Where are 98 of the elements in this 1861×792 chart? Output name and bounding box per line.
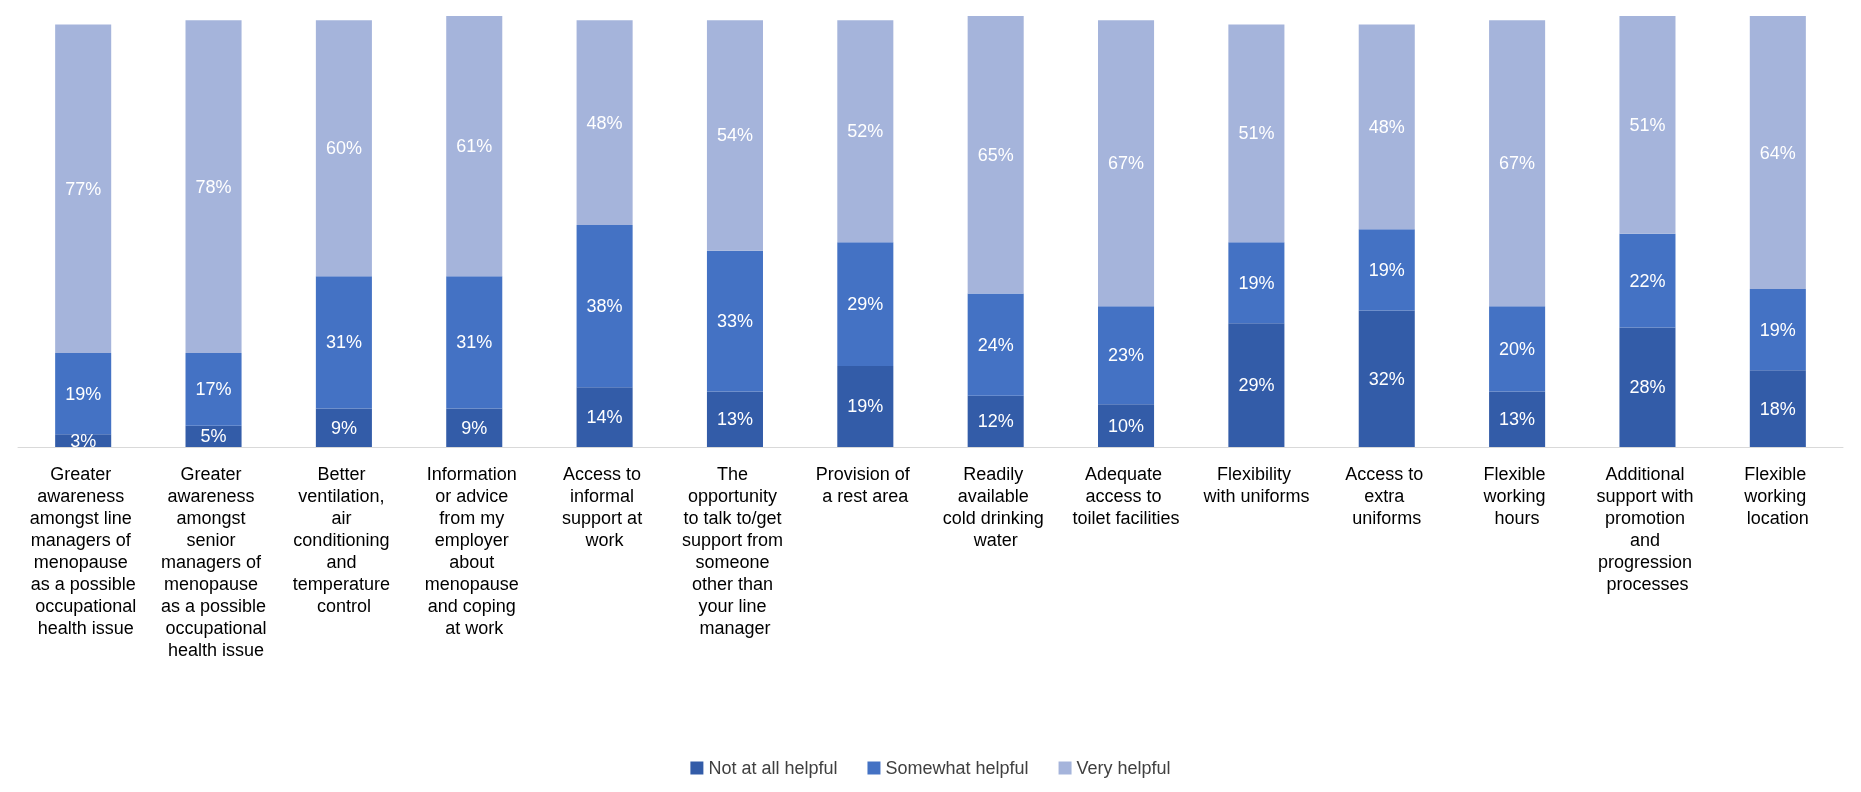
data-label: 32%	[1368, 368, 1405, 389]
data-label: 29%	[1238, 375, 1275, 396]
data-label: 22%	[1629, 270, 1666, 291]
data-label: 67%	[1499, 153, 1536, 174]
data-label: 5%	[200, 426, 227, 447]
bar	[55, 353, 112, 435]
bar	[1098, 306, 1155, 405]
data-label: 19%	[65, 383, 102, 404]
data-label: 61%	[456, 136, 493, 157]
data-label: 51%	[1238, 123, 1275, 144]
bar	[1489, 306, 1546, 392]
data-label: 54%	[716, 125, 753, 146]
data-label: 48%	[586, 112, 623, 133]
bar	[1489, 391, 1546, 447]
legend-label: Not at all helpful	[708, 758, 838, 778]
x-tick-label: Flexible working hours	[1482, 464, 1551, 528]
bar	[446, 276, 503, 409]
bar	[446, 16, 503, 277]
data-label: 28%	[1629, 377, 1666, 398]
bar	[967, 16, 1024, 294]
bar	[837, 242, 894, 366]
data-label: 14%	[586, 407, 623, 428]
data-label: 31%	[456, 332, 493, 353]
data-label: 10%	[1108, 415, 1145, 436]
bar	[1358, 310, 1415, 447]
data-label: 9%	[461, 417, 488, 438]
bar	[315, 276, 372, 409]
bar	[1749, 16, 1806, 290]
bar	[1098, 404, 1155, 447]
bar	[1619, 327, 1676, 447]
bar	[1228, 24, 1285, 243]
data-label: 12%	[977, 411, 1014, 432]
bar	[1228, 242, 1285, 324]
data-label: 78%	[195, 176, 232, 197]
x-tick-label: Greater awareness amongst line managers of menopause as a possible occupational health issue	[29, 464, 137, 638]
bar	[837, 20, 894, 243]
bar	[706, 250, 763, 392]
bar	[837, 365, 894, 447]
x-tick-label: Access to informal support at work	[562, 464, 648, 550]
x-tick-label: Better ventilation, air conditioning and temperature control	[292, 464, 395, 616]
bar	[1228, 323, 1285, 447]
x-tick-label: Access to extra uniforms	[1345, 464, 1429, 528]
x-tick-label: Adequate access to toilet facilities	[1072, 464, 1180, 528]
data-label: 48%	[1368, 116, 1405, 137]
data-label: 23%	[1108, 345, 1145, 366]
bar	[1619, 16, 1676, 234]
data-label: 67%	[1108, 153, 1145, 174]
x-tick-label: Flexibility with uniforms	[1202, 464, 1310, 506]
x-tick-label: The opportunity to talk to/get support from someone other than your line manager	[681, 464, 788, 638]
data-label: 13%	[1499, 409, 1536, 430]
bar	[1619, 233, 1676, 328]
data-label: 13%	[716, 409, 753, 430]
bar	[576, 225, 633, 388]
category-label: Greater awareness amongst senior managers of menopause as a possible occupational health issue	[161, 464, 267, 660]
data-label: 19%	[1368, 259, 1405, 280]
data-label: 19%	[1238, 272, 1275, 293]
legend-label: Very helpful	[1076, 758, 1171, 778]
bar	[315, 20, 372, 277]
bar	[55, 24, 112, 354]
bar	[1358, 229, 1415, 311]
bar	[706, 20, 763, 251]
data-label: 77%	[65, 178, 102, 199]
legend-label: Somewhat helpful	[885, 758, 1029, 778]
data-label: 3%	[70, 430, 97, 451]
data-label: 17%	[195, 379, 232, 400]
bar	[576, 20, 633, 226]
x-tick-label: Provision of a rest area	[815, 464, 915, 506]
data-label: 38%	[586, 296, 623, 317]
bar	[1489, 20, 1546, 307]
bar	[967, 395, 1024, 447]
bar	[1749, 370, 1806, 447]
x-tick-label: Additional support with promotion and progression processes	[1596, 464, 1699, 594]
bar	[446, 408, 503, 447]
data-label: 24%	[977, 334, 1014, 355]
bar	[185, 353, 242, 426]
bar	[1358, 24, 1415, 230]
bar	[1098, 20, 1155, 307]
data-label: 51%	[1629, 114, 1666, 135]
data-label: 60%	[325, 138, 362, 159]
data-label: 33%	[716, 311, 753, 332]
bar	[1749, 289, 1806, 371]
x-tick-label: Flexible working location	[1743, 464, 1812, 528]
bar	[967, 293, 1024, 396]
data-label: 18%	[1759, 398, 1796, 419]
data-label: 64%	[1759, 142, 1796, 163]
data-label: 19%	[847, 396, 884, 417]
data-label: 29%	[847, 294, 884, 315]
bar	[576, 387, 633, 447]
data-label: 19%	[1759, 319, 1796, 340]
data-label: 52%	[847, 121, 884, 142]
x-tick-label: Information or advice from my employer about menopause and coping at work	[424, 464, 524, 638]
data-label: 65%	[977, 144, 1014, 165]
x-tick-label: Readily available cold drinking water	[942, 464, 1049, 550]
data-label: 20%	[1499, 338, 1536, 359]
bar	[185, 20, 242, 354]
data-label: 9%	[330, 417, 357, 438]
data-label: 31%	[325, 332, 362, 353]
bar	[706, 391, 763, 447]
